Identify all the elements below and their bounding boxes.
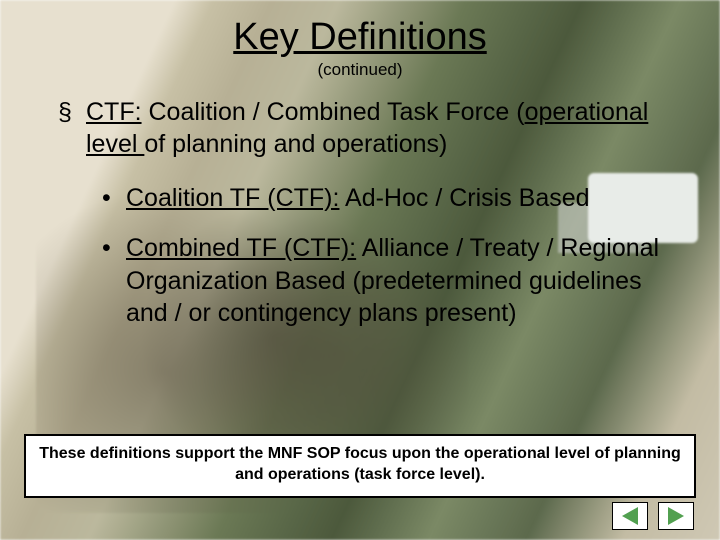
slide-subtitle: (continued) — [28, 60, 692, 80]
ctf-rest1: Coalition / Combined Task Force ( — [142, 98, 525, 126]
sub-bullet-list: • Coalition TF (CTF): Ad-Hoc / Crisis Ba… — [58, 182, 692, 330]
sub-bullet-text: Combined TF (CTF): Alliance / Treaty / R… — [126, 232, 692, 330]
arrow-right-icon — [668, 507, 684, 525]
nav-controls — [612, 502, 694, 530]
combined-label: Combined TF (CTF): — [126, 234, 356, 262]
bullet-marker: • — [102, 182, 126, 215]
bullet-marker: • — [102, 232, 126, 330]
coalition-desc: Ad-Hoc / Crisis Based — [339, 184, 589, 212]
sub-bullet-text: Coalition TF (CTF): Ad-Hoc / Crisis Base… — [126, 182, 692, 215]
slide-title: Key Definitions — [28, 18, 692, 58]
ctf-rest2: of planning and operations) — [144, 130, 447, 158]
sub-bullet-combined: • Combined TF (CTF): Alliance / Treaty /… — [102, 232, 692, 330]
arrow-left-icon — [622, 507, 638, 525]
bullet-marker: § — [58, 96, 86, 160]
ctf-term: CTF: — [86, 98, 142, 126]
bullet-text: CTF: Coalition / Combined Task Force (op… — [86, 96, 692, 160]
footer-callout: These definitions support the MNF SOP fo… — [24, 434, 696, 498]
slide-body: § CTF: Coalition / Combined Task Force (… — [28, 96, 692, 330]
coalition-label: Coalition TF (CTF): — [126, 184, 339, 212]
slide-content: Key Definitions (continued) § CTF: Coali… — [0, 0, 720, 540]
bullet-ctf: § CTF: Coalition / Combined Task Force (… — [58, 96, 692, 160]
sub-bullet-coalition: • Coalition TF (CTF): Ad-Hoc / Crisis Ba… — [102, 182, 692, 215]
prev-slide-button[interactable] — [612, 502, 648, 530]
next-slide-button[interactable] — [658, 502, 694, 530]
